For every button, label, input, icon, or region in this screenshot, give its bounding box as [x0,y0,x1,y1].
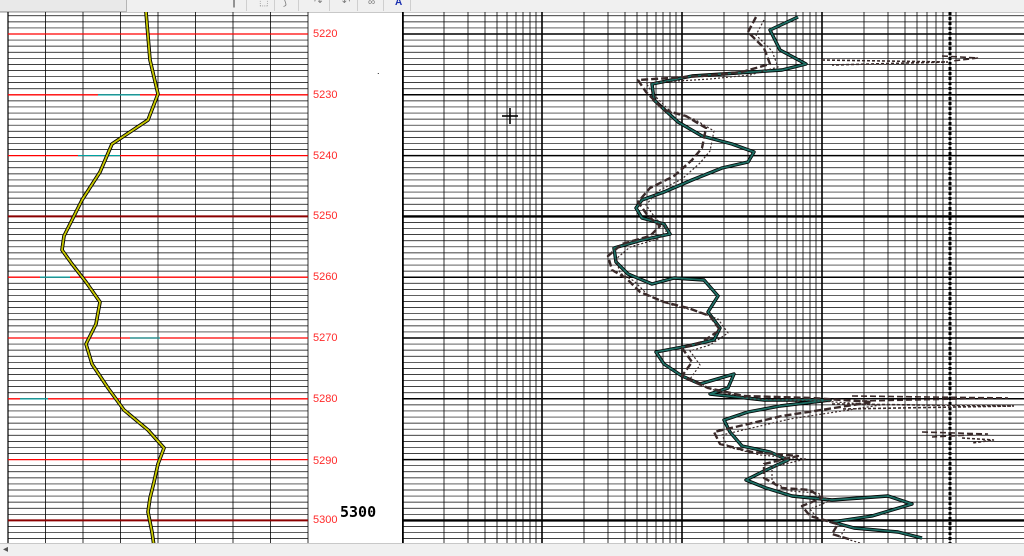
neutron-curve [615,19,881,544]
toolbar-dropdown[interactable] [0,0,127,12]
gamma-curve [61,0,165,556]
curve-spike [821,59,949,66]
lasso-button[interactable]: ⟆ [280,0,299,11]
depth-label-5240: 5240 [313,150,338,162]
left-track-grid [7,0,309,556]
curve-spike [921,431,989,438]
curve-spike [961,437,995,444]
toolbar: ┃ ⬚ ⟆ ↷ ↶ ∞ A [0,0,1024,13]
curve-spike [941,55,979,62]
right-log-track [401,12,1024,544]
redo-icon: ↷ [314,0,323,8]
lasso-icon: ⟆ [283,0,287,8]
depth-label-5270: 5270 [313,332,338,344]
select-rect-button[interactable]: ⬚ [256,0,275,11]
undo-icon: ↶ [342,0,351,8]
select-rect-icon: ⬚ [259,0,269,8]
right-track-grid [401,12,1024,544]
depth-label-5280: 5280 [313,393,338,405]
undo-button[interactable]: ↶ [339,0,358,11]
text-tool-icon: A [395,0,403,8]
depth-label-5220: 5220 [313,28,338,40]
depth-label-5250: 5250 [313,210,338,222]
depth-label-5260: 5260 [313,271,338,283]
depth-label-5300: 5300 [313,514,338,526]
depth-label-5290: 5290 [313,455,338,467]
cursor-icon: ┃ [231,0,238,8]
text-tool-button[interactable]: A [392,0,411,11]
curve-spike [851,395,1009,402]
annotation-marker: . [377,66,380,76]
redo-button[interactable]: ↷ [311,0,330,11]
left-log-track: 5220 5230 5240 5250 5260 5270 5280 5290 … [0,0,358,556]
curve-spike [831,403,1015,410]
link-icon: ∞ [368,0,376,8]
scroll-left-icon[interactable]: ◂ [3,544,9,555]
depth-label-5230: 5230 [313,89,338,101]
depth-annotation: 5300 [340,503,377,521]
link-button[interactable]: ∞ [365,0,384,11]
cursor-tool-button[interactable]: ┃ [228,0,247,11]
horizontal-scrollbar[interactable]: ◂ [0,543,1024,556]
